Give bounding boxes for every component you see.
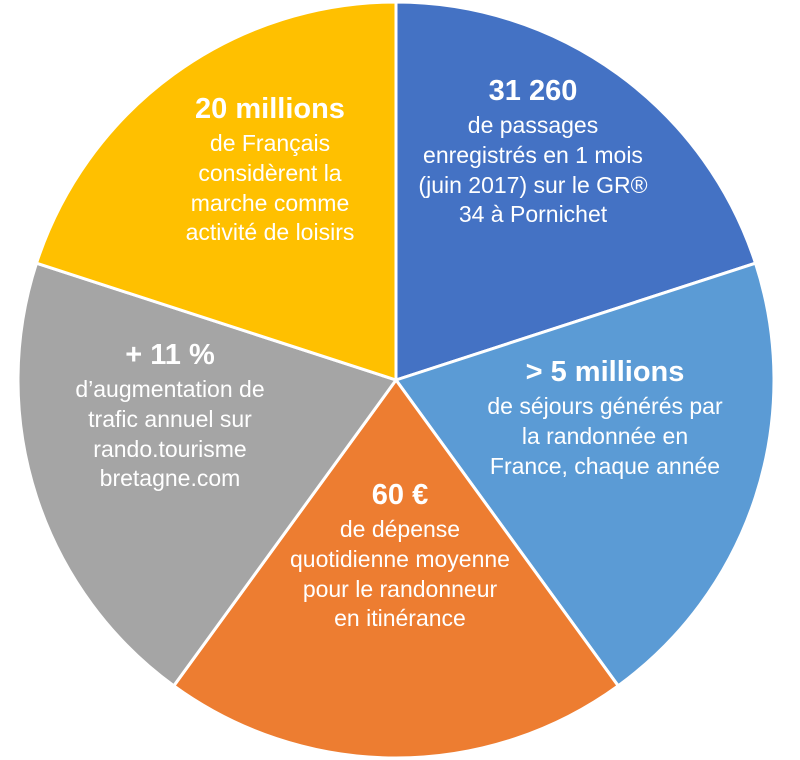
- slice-value: 60 €: [371, 479, 429, 511]
- slice-description: de Français considèrent la marche comme …: [185, 129, 355, 246]
- pie-slice-trafic: [34, 0, 398, 383]
- slice-label-depense: 60 € de dépense quotidienne moyenne pour…: [290, 478, 510, 634]
- slice-value: + 11 %: [125, 339, 215, 371]
- slice-label-passages: 31 260 de passages enregistrés en 1 mois…: [418, 74, 648, 230]
- slice-label-loisirs: 20 millions de Français considèrent la m…: [160, 92, 380, 248]
- slice-description: de passages enregistrés en 1 mois (juin …: [418, 111, 648, 228]
- slice-value: 31 260: [488, 75, 578, 107]
- slice-description: de séjours générés par la randonnée en F…: [487, 392, 723, 479]
- slice-label-trafic: + 11 % d’augmentation de trafic annuel s…: [55, 338, 285, 494]
- slice-value: 20 millions: [195, 93, 345, 125]
- pie-slice-sejours: [171, 377, 621, 760]
- slice-value: > 5 millions: [525, 356, 685, 388]
- pie-slice-loisirs: [394, 0, 758, 383]
- slice-label-sejours: > 5 millions de séjours générés par la r…: [480, 355, 730, 481]
- slice-description: d’augmentation de trafic annuel sur rand…: [75, 375, 265, 492]
- pie-slice-passages: [393, 261, 776, 688]
- pie-slice-depense: [16, 261, 399, 688]
- slice-description: de dépense quotidienne moyenne pour le r…: [290, 515, 510, 632]
